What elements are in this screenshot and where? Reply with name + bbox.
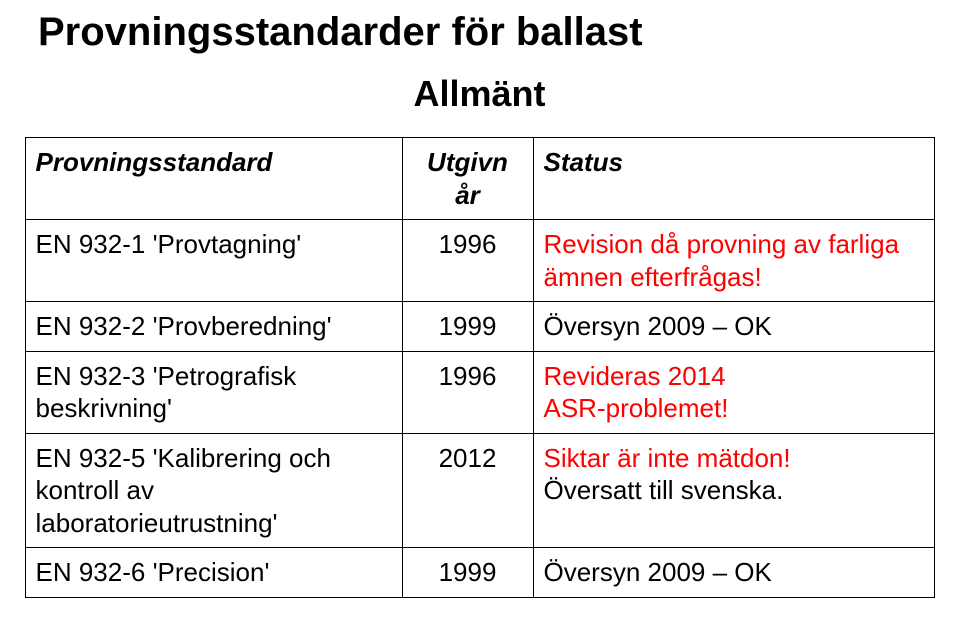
col-status-header: Status <box>533 138 934 220</box>
cell-status: Revision då provning av farliga ämnen ef… <box>533 220 934 302</box>
table-row: EN 932-5 'Kalibrering och kontroll av la… <box>25 433 934 548</box>
cell-year: 2012 <box>402 433 533 548</box>
cell-standard: EN 932-1 'Provtagning' <box>25 220 402 302</box>
table-row: EN 932-2 'Provberedning'1999 Översyn 2009… <box>25 302 934 352</box>
cell-status: Översyn 2009 – OK <box>533 548 934 598</box>
status-line: Översyn 2009 – OK <box>544 310 924 343</box>
table-row: EN 932-6 'Precision'1999 Översyn 2009 – O… <box>25 548 934 598</box>
status-line: Översatt till svenska. <box>544 474 924 507</box>
cell-year: 1996 <box>402 220 533 302</box>
table-row: EN 932-3 'Petrografisk beskrivning'1996R… <box>25 351 934 433</box>
col-standard-header: Provningsstandard <box>25 138 402 220</box>
table-body: EN 932-1 'Provtagning'1996Revision då pr… <box>25 220 934 598</box>
cell-status: Revideras 2014ASR-problemet! <box>533 351 934 433</box>
page: Provningsstandarder för ballast Allmänt … <box>0 0 959 618</box>
page-subtitle: Allmänt <box>20 73 939 115</box>
table-row: EN 932-1 'Provtagning'1996Revision då pr… <box>25 220 934 302</box>
status-line: Revision då provning av farliga ämnen ef… <box>544 228 924 293</box>
cell-year: 1999 <box>402 548 533 598</box>
cell-standard: EN 932-3 'Petrografisk beskrivning' <box>25 351 402 433</box>
status-line: Översyn 2009 – OK <box>544 556 924 589</box>
col-year-header: Utgivn år <box>402 138 533 220</box>
cell-standard: EN 932-6 'Precision' <box>25 548 402 598</box>
status-line: Revideras 2014 <box>544 360 924 393</box>
cell-status: Översyn 2009 – OK <box>533 302 934 352</box>
cell-year: 1999 <box>402 302 533 352</box>
page-title: Provningsstandarder för ballast <box>38 10 939 55</box>
cell-status: Siktar är inte mätdon!Översatt till sven… <box>533 433 934 548</box>
status-line: Siktar är inte mätdon! <box>544 442 924 475</box>
table-header-row: Provningsstandard Utgivn år Status <box>25 138 934 220</box>
status-line: ASR-problemet! <box>544 392 924 425</box>
standards-table: Provningsstandard Utgivn år Status EN 93… <box>25 137 935 598</box>
cell-year: 1996 <box>402 351 533 433</box>
cell-standard: EN 932-2 'Provberedning' <box>25 302 402 352</box>
cell-standard: EN 932-5 'Kalibrering och kontroll av la… <box>25 433 402 548</box>
